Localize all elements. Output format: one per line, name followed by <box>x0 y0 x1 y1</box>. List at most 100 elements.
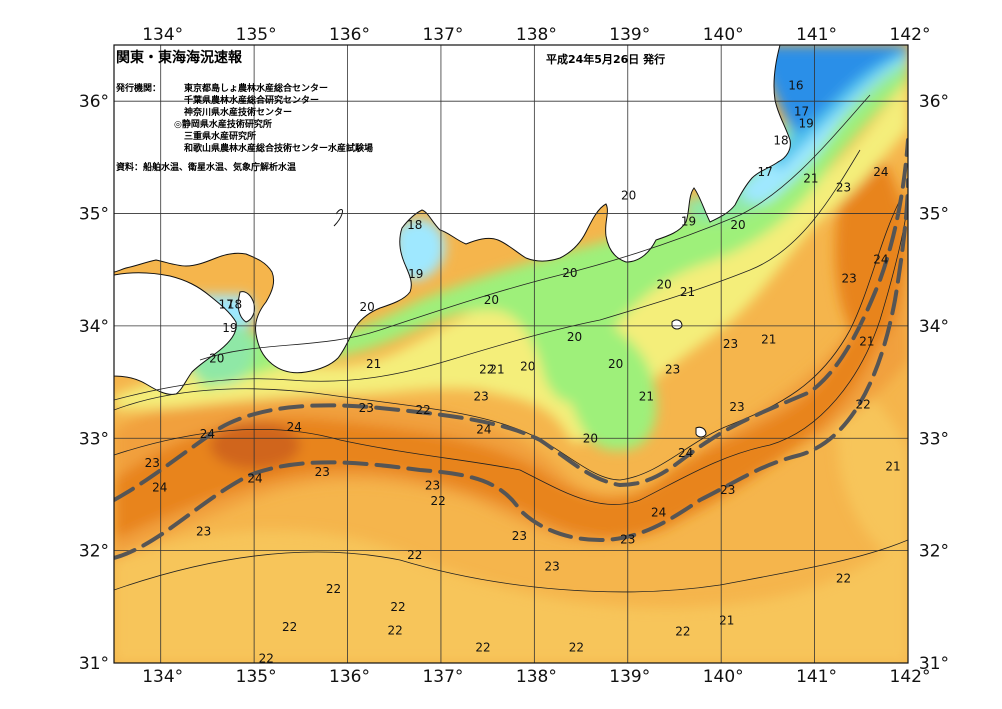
isotherm-label: 20 <box>621 189 636 203</box>
lat-lon-grid <box>114 45 908 663</box>
lat-tick-left: 34° <box>79 317 109 337</box>
isotherm-label: 23 <box>359 401 374 415</box>
isotherm-label: 19 <box>799 117 814 131</box>
isotherm-label: 20 <box>562 266 577 280</box>
issuers-label: 発行機関： <box>115 82 161 94</box>
isotherm-label: 21 <box>859 335 874 349</box>
zone-22-south <box>114 530 908 663</box>
lon-tick-bottom: 142° <box>890 667 931 687</box>
isotherm-label: 24 <box>873 253 888 267</box>
lon-tick-bottom: 138° <box>516 667 557 687</box>
isotherm-label: 21 <box>719 613 734 627</box>
isotherm-24-contour <box>114 199 908 505</box>
isotherm-label: 22 <box>479 363 494 377</box>
isotherm-label: 23 <box>473 390 488 404</box>
zone-24-eddy-east <box>835 155 905 345</box>
lon-tick-bottom: 139° <box>609 667 650 687</box>
lat-tick-right: 31° <box>919 654 949 674</box>
isotherm-20-contour <box>199 94 871 361</box>
kuroshio-north-edge <box>114 138 908 502</box>
isotherm-label: 20 <box>484 293 499 307</box>
isotherm-label: 19 <box>408 267 423 281</box>
isotherm-label: 20 <box>520 359 535 373</box>
zone-24-core <box>114 150 908 540</box>
lon-tick-top: 142° <box>890 25 931 45</box>
kuroshio-south-edge <box>114 178 908 560</box>
isotherm-label: 17 <box>218 298 233 312</box>
isotherm-label: 22 <box>282 620 297 634</box>
isotherm-label: 23 <box>836 181 851 195</box>
isotherm-label: 23 <box>620 532 635 546</box>
isotherm-label: 22 <box>390 600 405 614</box>
isotherm-label: 23 <box>315 465 330 479</box>
lon-tick-top: 139° <box>609 25 650 45</box>
lon-tick-bottom: 141° <box>796 667 837 687</box>
isotherm-label: 23 <box>145 456 160 470</box>
isotherm-label: 17 <box>757 165 772 179</box>
land-miyake <box>695 426 707 438</box>
issuer-wakayama: 和歌山県農林水産総合技術センター水産試験場 <box>183 142 373 154</box>
isotherm-label: 24 <box>200 427 215 441</box>
isotherm-label: 23 <box>425 478 440 492</box>
isotherm-label: 18 <box>773 134 788 148</box>
land-izu-oshima <box>671 319 683 330</box>
isotherm-label: 20 <box>567 330 582 344</box>
issuer-tokyo: 東京都島しょ農林水産総合センター <box>184 82 328 94</box>
lat-tick-right: 36° <box>919 92 949 112</box>
axis-tick-labels: 134° 134° 135° 135° 136° 136° 137° 137° 138° 138°… <box>79 25 949 687</box>
isotherm-label: 20 <box>657 277 672 291</box>
isotherm-label: 22 <box>326 582 341 596</box>
land-honshu <box>114 45 791 374</box>
isotherm-label: 24 <box>247 472 262 486</box>
lat-tick-left: 32° <box>79 542 109 562</box>
isotherm-label: 23 <box>544 559 559 573</box>
isotherm-label: 23 <box>512 529 527 543</box>
isotherm-label: 24 <box>678 446 693 460</box>
lon-tick-bottom: 135° <box>236 667 277 687</box>
lon-tick-top: 141° <box>796 25 837 45</box>
isotherm-21-contour <box>114 149 861 401</box>
map-frame <box>113 44 909 664</box>
isotherm-label: 21 <box>366 357 381 371</box>
lat-tick-right: 33° <box>919 429 949 449</box>
lon-tick-top: 135° <box>236 25 277 45</box>
lat-tick-left: 35° <box>79 205 109 225</box>
isotherm-label: 20 <box>608 357 623 371</box>
isotherm-label: 22 <box>259 652 274 666</box>
issuer-shizuoka: ◎静岡県水産技術研究所 <box>174 118 272 130</box>
lat-tick-left: 33° <box>79 429 109 449</box>
isotherm-label: 23 <box>196 525 211 539</box>
isotherm-label: 20 <box>209 351 224 365</box>
isotherm-label: 17 <box>794 104 809 118</box>
isotherm-label: 21 <box>885 459 900 473</box>
isotherm-label: 19 <box>681 214 696 228</box>
lat-tick-right: 34° <box>919 317 949 337</box>
isotherm-label: 22 <box>675 625 690 639</box>
isotherm-label: 22 <box>475 640 490 654</box>
isotherm-label: 24 <box>476 422 491 436</box>
issue-date: 平成24年5月26日 発行 <box>546 52 665 66</box>
issuer-mie: 三重県水産研究所 <box>184 130 256 142</box>
isotherm-label: 22 <box>416 403 431 417</box>
isotherm-label: 22 <box>388 623 403 637</box>
lat-tick-left: 36° <box>79 92 109 112</box>
isotherm-label: 21 <box>489 363 504 377</box>
lat-tick-right: 35° <box>919 205 949 225</box>
isotherm-label: 21 <box>803 172 818 186</box>
lon-tick-top: 134° <box>142 25 183 45</box>
isotherm-lines <box>114 94 908 593</box>
isotherm-label: 22 <box>856 398 871 412</box>
isotherm-label: 23 <box>842 272 857 286</box>
isotherm-label: 20 <box>583 431 598 445</box>
land-sado-coast <box>333 209 343 227</box>
lon-tick-top: 138° <box>516 25 557 45</box>
zone-16-northeast <box>760 45 908 135</box>
lat-tick-right: 32° <box>919 542 949 562</box>
isotherm-label: 23 <box>723 337 738 351</box>
isotherm-23-contour <box>114 199 901 481</box>
zone-21-coast <box>114 80 908 443</box>
isotherm-label: 18 <box>227 298 242 312</box>
isotherm-label: 21 <box>639 390 654 404</box>
